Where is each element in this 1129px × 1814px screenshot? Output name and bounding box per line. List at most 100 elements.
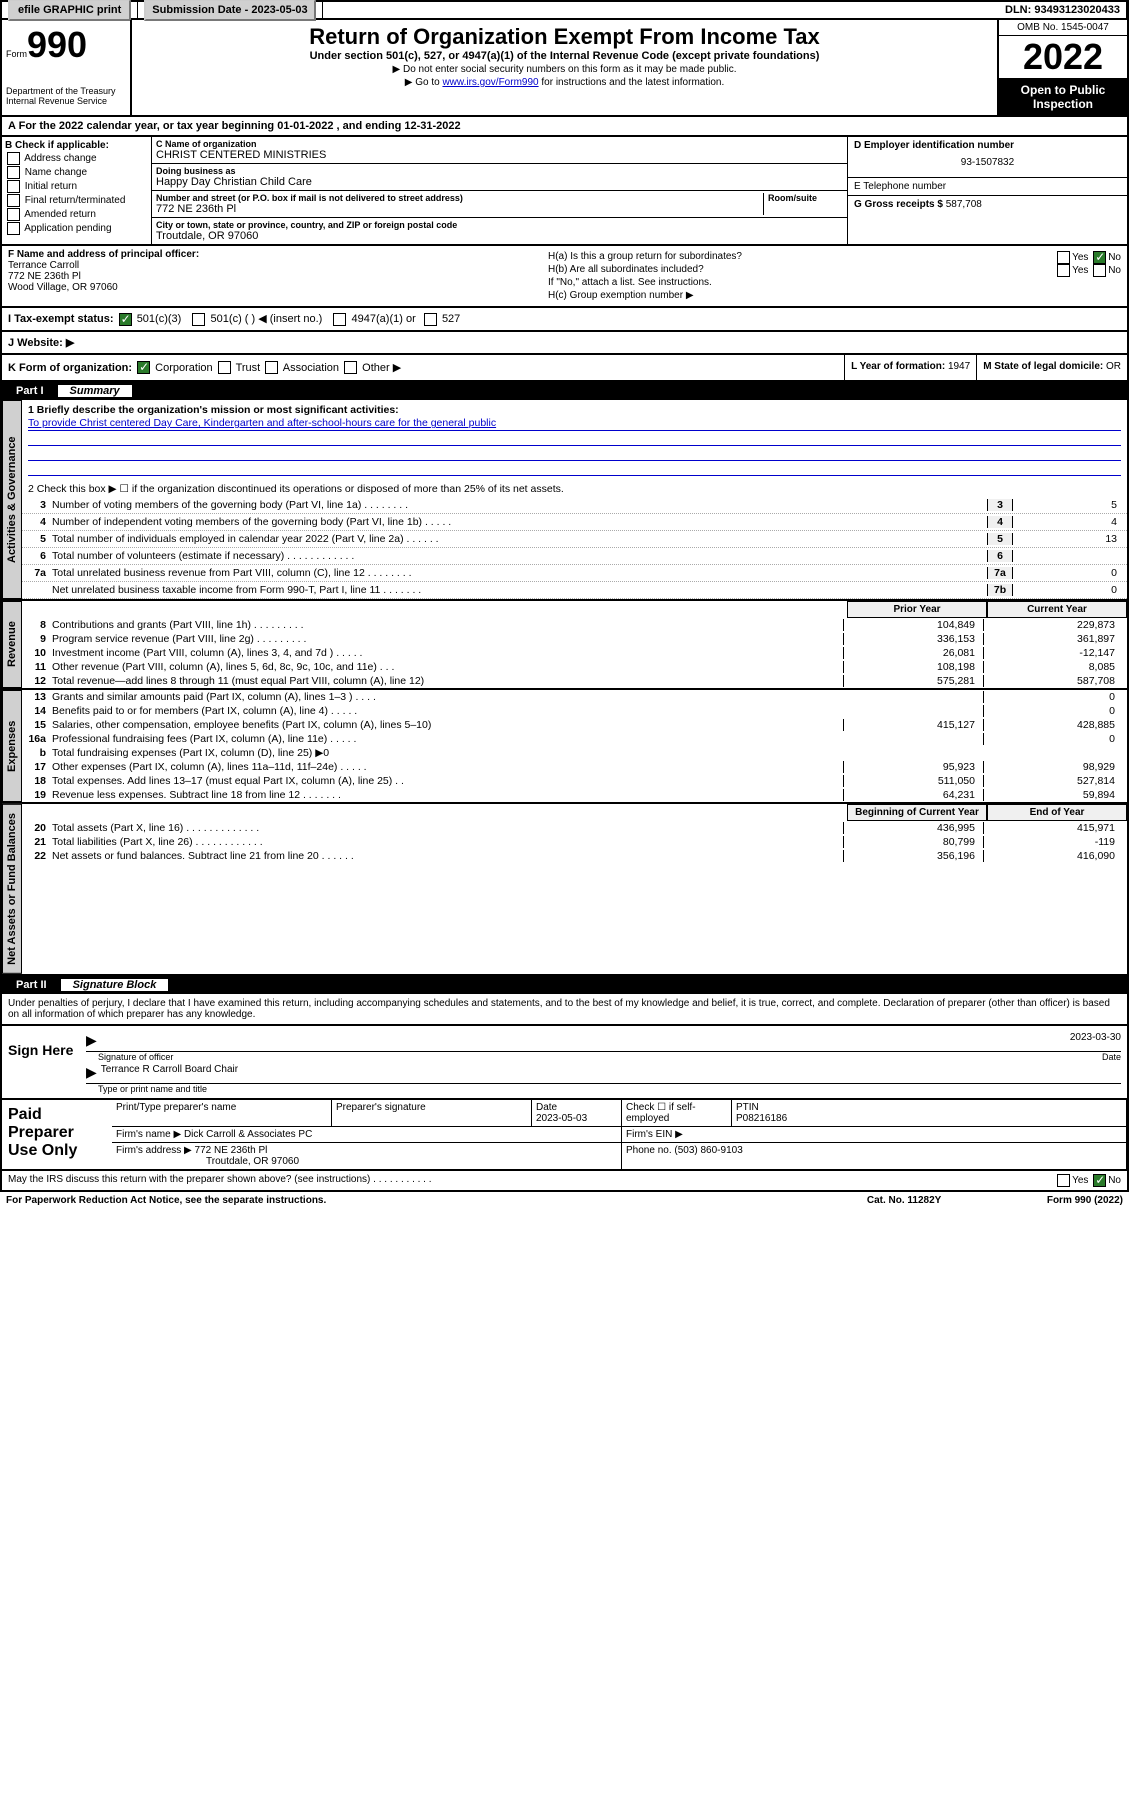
self-employed-check[interactable]: Check ☐ if self-employed — [622, 1100, 732, 1126]
submission-date-box: Submission Date - 2023-05-03 — [144, 0, 315, 21]
type-name-label: Type or print name and title — [98, 1084, 1121, 1094]
check-amended[interactable]: Amended return — [5, 208, 148, 221]
mission-text: To provide Christ centered Day Care, Kin… — [28, 417, 1121, 431]
city-label: City or town, state or province, country… — [156, 220, 843, 230]
footer: For Paperwork Reduction Act Notice, see … — [0, 1192, 1129, 1209]
paid-preparer-label: Paid Preparer Use Only — [2, 1100, 112, 1169]
firm-phone-label: Phone no. — [626, 1145, 674, 1156]
ein: 93-1507832 — [854, 151, 1121, 174]
data-line: 14Benefits paid to or for members (Part … — [22, 704, 1127, 718]
hc-line: H(c) Group exemption number ▶ — [548, 290, 1121, 301]
gov-line: 3Number of voting members of the governi… — [22, 497, 1127, 514]
efile-button[interactable]: efile GRAPHIC print — [8, 0, 131, 21]
revenue-section: Revenue Prior YearCurrent Year 8Contribu… — [0, 601, 1129, 690]
form-header: Form990 Department of the Treasury Inter… — [0, 20, 1129, 117]
addr-label: Number and street (or P.O. box if mail i… — [156, 193, 763, 203]
firm-name-label: Firm's name ▶ — [116, 1129, 181, 1140]
firm-addr2: Troutdale, OR 97060 — [206, 1156, 299, 1167]
form-subtitle: Under section 501(c), 527, or 4947(a)(1)… — [136, 50, 993, 62]
website-row: J Website: ▶ — [0, 332, 1129, 355]
gov-line: 7aTotal unrelated business revenue from … — [22, 565, 1127, 582]
data-line: 15Salaries, other compensation, employee… — [22, 718, 1127, 732]
omb-number: OMB No. 1545-0047 — [999, 20, 1127, 36]
line2: 2 Check this box ▶ ☐ if the organization… — [22, 481, 1127, 497]
hb-note: If "No," attach a list. See instructions… — [548, 277, 1121, 288]
firm-name: Dick Carroll & Associates PC — [184, 1129, 312, 1140]
vtab-revenue: Revenue — [2, 601, 22, 688]
sign-here-label: Sign Here — [8, 1030, 78, 1094]
dba: Happy Day Christian Child Care — [156, 176, 843, 188]
preparer-name-hdr: Print/Type preparer's name — [112, 1100, 332, 1126]
sig-officer-label: Signature of officer — [98, 1052, 1102, 1062]
prep-date-hdr: Date — [536, 1102, 557, 1113]
dept-treasury: Department of the Treasury Internal Reve… — [6, 86, 126, 106]
part2-header: Part IISignature Block — [0, 976, 1129, 994]
data-line: 17Other expenses (Part IX, column (A), l… — [22, 760, 1127, 774]
ein-label: D Employer identification number — [854, 140, 1121, 151]
firm-ein-label: Firm's EIN ▶ — [622, 1127, 1127, 1142]
check-name-change[interactable]: Name change — [5, 166, 148, 179]
gross-receipts-label: G Gross receipts $ — [854, 199, 943, 210]
check-address-change[interactable]: Address change — [5, 152, 148, 165]
current-year-hdr: Current Year — [987, 601, 1127, 618]
check-app-pending[interactable]: Application pending — [5, 222, 148, 235]
check-527[interactable] — [424, 313, 437, 326]
check-association[interactable] — [265, 361, 278, 374]
data-line: 12Total revenue—add lines 8 through 11 (… — [22, 674, 1127, 688]
officer-addr2: Wood Village, OR 97060 — [8, 282, 536, 293]
pra-notice: For Paperwork Reduction Act Notice, see … — [6, 1195, 867, 1206]
ptin: P08216186 — [736, 1113, 787, 1124]
check-4947[interactable] — [333, 313, 346, 326]
data-line: 8Contributions and grants (Part VIII, li… — [22, 618, 1127, 632]
part1-header: Part ISummary — [0, 382, 1129, 400]
data-line: 16aProfessional fundraising fees (Part I… — [22, 732, 1127, 746]
activities-governance-section: Activities & Governance 1 Briefly descri… — [0, 400, 1129, 601]
data-line: 18Total expenses. Add lines 13–17 (must … — [22, 774, 1127, 788]
dba-label: Doing business as — [156, 166, 843, 176]
firm-addr-label: Firm's address ▶ — [116, 1145, 192, 1156]
officer-label: F Name and address of principal officer: — [8, 249, 536, 260]
dln: DLN: 93493123020433 — [999, 2, 1127, 18]
tax-year-line: A For the 2022 calendar year, or tax yea… — [0, 117, 1129, 137]
check-b-column: B Check if applicable: Address change Na… — [2, 137, 152, 244]
preparer-sig-hdr: Preparer's signature — [332, 1100, 532, 1126]
data-line: 13Grants and similar amounts paid (Part … — [22, 690, 1127, 704]
year-formation: L Year of formation: 1947 — [844, 355, 976, 381]
room-label: Room/suite — [763, 193, 843, 215]
entity-block: B Check if applicable: Address change Na… — [0, 137, 1129, 246]
gov-line: 6Total number of volunteers (estimate if… — [22, 548, 1127, 565]
check-other[interactable] — [344, 361, 357, 374]
expenses-section: Expenses 13Grants and similar amounts pa… — [0, 690, 1129, 804]
discuss-no[interactable] — [1093, 1174, 1106, 1187]
k-row: K Form of organization: Corporation Trus… — [0, 355, 1129, 383]
discuss-yes[interactable] — [1057, 1174, 1070, 1187]
data-line: 10Investment income (Part VIII, column (… — [22, 646, 1127, 660]
street-address: 772 NE 236th Pl — [156, 203, 763, 215]
top-bar: efile GRAPHIC print Submission Date - 20… — [0, 0, 1129, 20]
data-line: 21Total liabilities (Part X, line 26) . … — [22, 835, 1127, 849]
check-trust[interactable] — [218, 361, 231, 374]
city-state-zip: Troutdale, OR 97060 — [156, 230, 843, 242]
ssn-note: ▶ Do not enter social security numbers o… — [136, 64, 993, 75]
firm-addr1: 772 NE 236th Pl — [195, 1145, 268, 1156]
data-line: 22Net assets or fund balances. Subtract … — [22, 849, 1127, 863]
check-corporation[interactable] — [137, 361, 150, 374]
form-title: Return of Organization Exempt From Incom… — [136, 24, 993, 50]
data-line: 20Total assets (Part X, line 16) . . . .… — [22, 821, 1127, 835]
tax-exempt-status: I Tax-exempt status: 501(c)(3) 501(c) ( … — [0, 308, 1129, 332]
check-501c3[interactable] — [119, 313, 132, 326]
netassets-section: Net Assets or Fund Balances Beginning of… — [0, 804, 1129, 976]
prep-date: 2023-05-03 — [536, 1113, 587, 1124]
open-public: Open to Public Inspection — [999, 79, 1127, 115]
check-final-return[interactable]: Final return/terminated — [5, 194, 148, 207]
gov-line: 4Number of independent voting members of… — [22, 514, 1127, 531]
gov-line: Net unrelated business taxable income fr… — [22, 582, 1127, 599]
check-501c[interactable] — [192, 313, 205, 326]
form-990-2022: Form 990 (2022) — [1047, 1195, 1123, 1206]
perjury-text: Under penalties of perjury, I declare th… — [0, 994, 1129, 1026]
firm-phone: (503) 860-9103 — [674, 1145, 742, 1156]
end-year-hdr: End of Year — [987, 804, 1127, 821]
org-name-label: C Name of organization — [156, 139, 843, 149]
check-initial-return[interactable]: Initial return — [5, 180, 148, 193]
irs-link[interactable]: www.irs.gov/Form990 — [442, 77, 538, 88]
